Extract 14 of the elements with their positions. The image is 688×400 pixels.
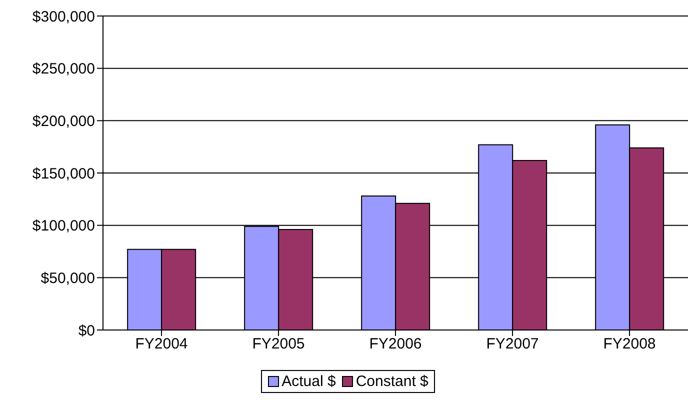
y-tick-label: $300,000 xyxy=(32,8,95,26)
legend-label: Actual $ xyxy=(282,373,336,390)
y-tick-label: $100,000 xyxy=(32,218,95,235)
legend-label: Constant $ xyxy=(356,373,428,390)
y-tick-label: $150,000 xyxy=(32,165,95,182)
x-tick-label: FY2005 xyxy=(252,336,305,353)
x-tick-label: FY2006 xyxy=(369,336,422,353)
y-tick-label: $200,000 xyxy=(32,112,95,130)
x-tick-label: FY2007 xyxy=(486,336,539,353)
y-tick-label: $250,000 xyxy=(32,60,95,78)
x-tick-label: FY2008 xyxy=(603,336,656,353)
y-tick-label: $50,000 xyxy=(40,270,95,287)
x-tick-label: FY2004 xyxy=(135,336,188,353)
y-tick-label: $0 xyxy=(78,322,95,340)
